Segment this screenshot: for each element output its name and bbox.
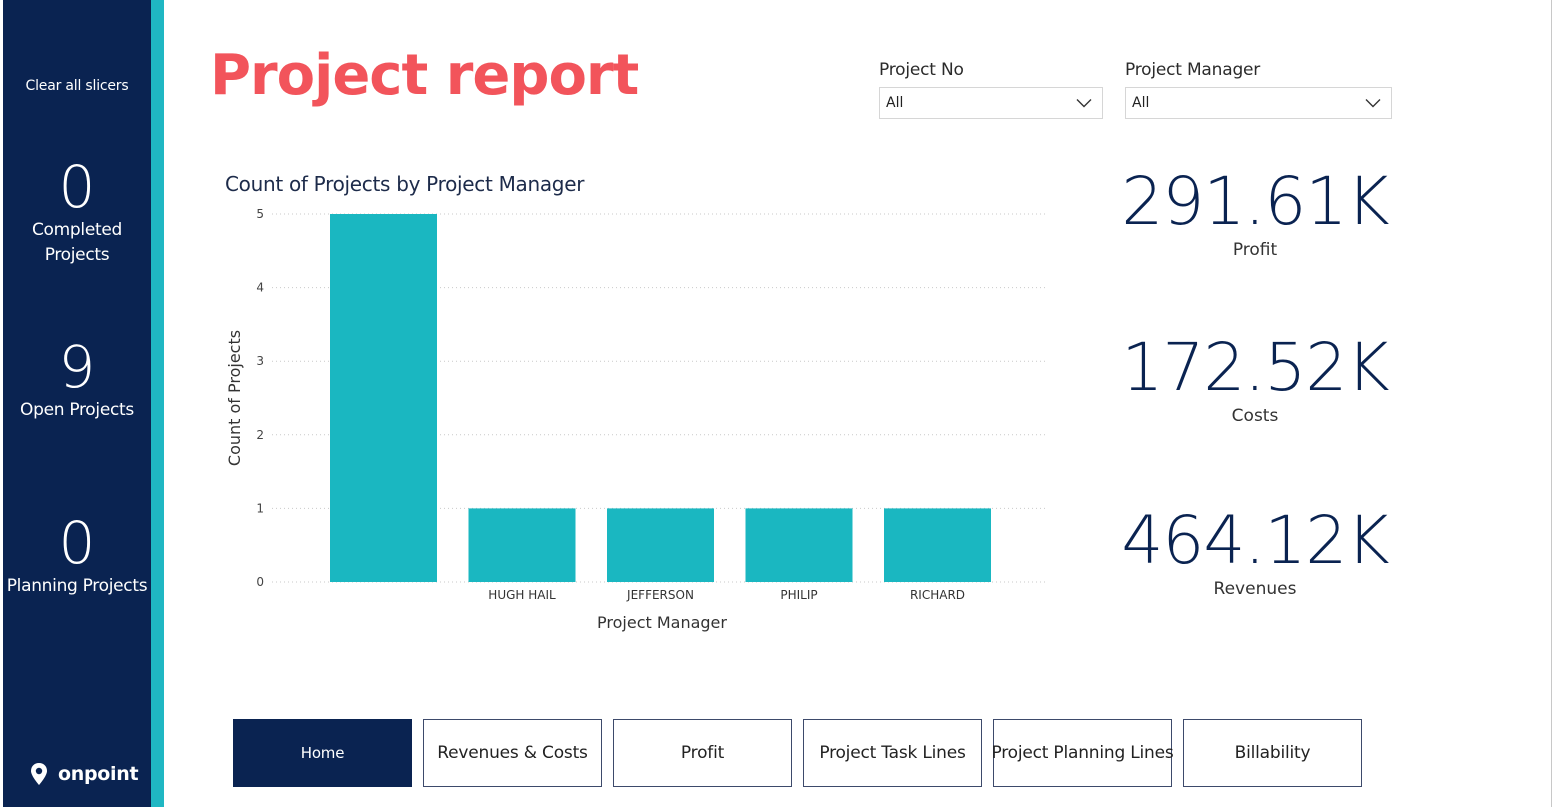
project-manager-selected-value: All xyxy=(1132,95,1150,111)
project-no-slicer-title: Project No xyxy=(879,60,964,80)
planning-projects-value: 0 xyxy=(58,509,96,577)
project-manager-slicer: Project Manager All xyxy=(1125,60,1392,119)
completed-projects-label-2: Projects xyxy=(44,245,110,265)
nav-button-revenues-costs[interactable]: Revenues & Costs xyxy=(423,719,602,787)
nav-button-home[interactable]: Home xyxy=(233,719,412,787)
bar xyxy=(330,214,437,582)
y-tick-label: 0 xyxy=(256,575,264,589)
completed-projects-card: 0 Completed Projects xyxy=(3,156,151,268)
window-edge-right xyxy=(1551,0,1552,807)
sidebar-accent-stripe xyxy=(151,0,164,807)
x-tick-label: HUGH HAIL xyxy=(488,588,556,602)
bar-chart: 0 1 2 3 4 5 HUGH HAIL JEFFERSON PHILIP RICHARD Pro… xyxy=(225,207,1048,632)
planning-projects-card: 0 Planning Projects xyxy=(3,512,151,599)
project-manager-slicer-title: Project Manager xyxy=(1125,60,1261,80)
y-tick-label: 1 xyxy=(256,501,264,515)
revenues-label: Revenues xyxy=(1213,579,1297,599)
nav-button-project-planning-lines[interactable]: Project Planning Lines xyxy=(991,719,1174,787)
costs-value: 172.52K xyxy=(1121,329,1389,406)
profit-label: Profit xyxy=(1232,240,1278,260)
completed-projects-label-1: Completed xyxy=(31,220,123,240)
bar xyxy=(607,508,714,582)
y-tick-label: 5 xyxy=(256,207,264,221)
project-no-selected-value: All xyxy=(886,95,904,111)
planning-projects-label: Planning Projects xyxy=(6,576,148,596)
location-pin-icon xyxy=(31,763,47,785)
costs-card: 172.52K Costs xyxy=(1110,329,1400,427)
bar xyxy=(884,508,991,582)
chevron-down-icon xyxy=(1365,99,1381,108)
x-axis-title: Project Manager xyxy=(597,613,727,632)
open-projects-card: 9 Open Projects xyxy=(3,336,151,423)
open-projects-value: 9 xyxy=(58,333,96,401)
costs-label: Costs xyxy=(1231,406,1279,426)
profit-value: 291.61K xyxy=(1121,163,1389,240)
x-tick-label: PHILIP xyxy=(780,588,817,602)
y-tick-label: 4 xyxy=(256,281,264,295)
project-no-dropdown[interactable]: All xyxy=(879,87,1103,119)
x-tick-label: RICHARD xyxy=(910,588,965,602)
project-no-slicer: Project No All xyxy=(879,60,1103,119)
logo-text: onpoint xyxy=(58,763,139,785)
nav-button-billability[interactable]: Billability xyxy=(1183,719,1362,787)
y-tick-label: 2 xyxy=(256,428,264,442)
sidebar: Clear all slicers 0 Completed Projects 9… xyxy=(3,0,151,807)
nav-button-profit[interactable]: Profit xyxy=(613,719,792,787)
window-edge xyxy=(0,0,3,807)
revenues-card: 464.12K Revenues xyxy=(1110,502,1400,600)
nav-button-project-task-lines[interactable]: Project Task Lines xyxy=(803,719,982,787)
profit-card: 291.61K Profit xyxy=(1110,163,1400,261)
revenues-value: 464.12K xyxy=(1121,502,1389,579)
clear-all-slicers-button[interactable]: Clear all slicers xyxy=(25,78,129,94)
x-tick-label: JEFFERSON xyxy=(626,588,694,602)
chevron-down-icon xyxy=(1076,99,1092,108)
completed-projects-value: 0 xyxy=(58,153,96,221)
chart-title: Count of Projects by Project Manager xyxy=(225,172,585,196)
open-projects-label: Open Projects xyxy=(20,400,134,420)
bar xyxy=(468,508,576,582)
project-manager-dropdown[interactable]: All xyxy=(1125,87,1392,119)
y-tick-label: 3 xyxy=(256,354,264,368)
bar xyxy=(745,508,853,582)
page-title: Project report xyxy=(210,43,639,108)
onpoint-logo: onpoint xyxy=(29,762,139,786)
y-axis-title: Count of Projects xyxy=(225,330,244,466)
